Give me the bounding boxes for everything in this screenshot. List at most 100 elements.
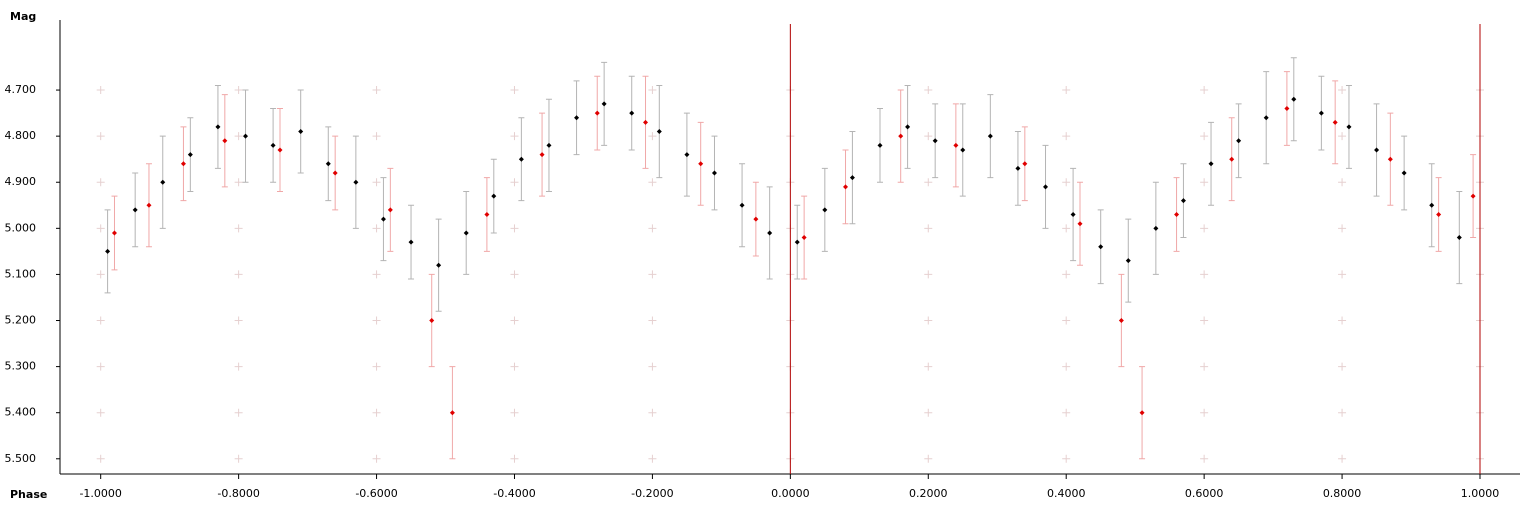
y-tick-label: 5.300 — [5, 360, 37, 373]
data-point — [1125, 258, 1131, 264]
data-point — [574, 115, 580, 121]
x-tick-label: -0.4000 — [493, 487, 535, 500]
grid-cross — [234, 224, 243, 233]
grid-cross — [96, 224, 105, 233]
data-point — [801, 235, 807, 241]
grid-cross — [96, 408, 105, 417]
y-tick-label: 5.100 — [5, 267, 37, 280]
data-point — [436, 262, 442, 268]
data-point — [1387, 156, 1393, 162]
grid-cross — [510, 178, 519, 187]
x-tick-label: 0.6000 — [1185, 487, 1224, 500]
grid-cross — [924, 86, 933, 95]
data-point — [325, 161, 331, 167]
data-point — [767, 230, 773, 236]
grid-cross — [1338, 224, 1347, 233]
grid-cross — [1062, 178, 1071, 187]
grid-cross — [96, 86, 105, 95]
grid-cross — [96, 454, 105, 463]
data-point — [429, 318, 435, 324]
grid-cross — [372, 86, 381, 95]
grid-cross — [648, 178, 657, 187]
grid-cross — [1338, 454, 1347, 463]
grid-cross — [510, 408, 519, 417]
data-point — [1332, 119, 1338, 125]
grid-cross — [1338, 86, 1347, 95]
grid-cross — [234, 408, 243, 417]
data-point — [353, 179, 359, 185]
grid-cross — [648, 270, 657, 279]
grid-cross — [648, 86, 657, 95]
data-point — [843, 184, 849, 190]
data-point — [546, 142, 552, 148]
grid-cross — [1338, 270, 1347, 279]
grid-cross — [1200, 178, 1209, 187]
grid-cross — [1338, 316, 1347, 325]
data-point — [332, 170, 338, 176]
data-point — [449, 410, 455, 416]
data-point — [1153, 225, 1159, 231]
y-tick-label: 5.000 — [5, 221, 37, 234]
data-point — [187, 152, 193, 158]
grid-cross — [924, 316, 933, 325]
data-point — [539, 152, 545, 158]
data-point — [1429, 202, 1435, 208]
y-tick-label: 5.500 — [5, 452, 37, 465]
data-point — [298, 129, 304, 135]
data-point — [1022, 161, 1028, 167]
grid-cross — [372, 270, 381, 279]
grid-cross — [372, 316, 381, 325]
grid-cross — [234, 178, 243, 187]
data-point — [1180, 198, 1186, 204]
x-tick-label: 1.0000 — [1461, 487, 1500, 500]
data-point — [1043, 184, 1049, 190]
data-point — [601, 101, 607, 107]
grid-cross — [1200, 86, 1209, 95]
grid-cross — [648, 316, 657, 325]
grid-cross — [924, 454, 933, 463]
data-point — [656, 129, 662, 135]
data-point — [1077, 221, 1083, 227]
data-point — [180, 161, 186, 167]
data-point — [1139, 410, 1145, 416]
data-point — [1098, 244, 1104, 250]
data-point — [849, 175, 855, 181]
data-point — [132, 207, 138, 213]
grid-cross — [1062, 132, 1071, 141]
data-point — [711, 170, 717, 176]
data-point — [1070, 212, 1076, 218]
grid-cross — [648, 224, 657, 233]
data-point — [1236, 138, 1242, 144]
grid-cross — [234, 316, 243, 325]
data-point — [932, 138, 938, 144]
x-tick-label: 0.2000 — [909, 487, 948, 500]
data-point — [270, 142, 276, 148]
data-point — [1291, 96, 1297, 102]
grid-cross — [372, 408, 381, 417]
data-point — [698, 161, 704, 167]
x-tick-label: -1.0000 — [79, 487, 121, 500]
data-point — [1229, 156, 1235, 162]
grid-cross — [924, 408, 933, 417]
data-point — [380, 216, 386, 222]
grid-cross — [96, 178, 105, 187]
data-point — [111, 230, 117, 236]
y-tick-label: 5.200 — [5, 314, 37, 327]
grid-cross — [372, 178, 381, 187]
x-tick-label: 0.4000 — [1047, 487, 1086, 500]
grid-cross — [924, 270, 933, 279]
data-point — [1470, 193, 1476, 199]
grid-cross — [234, 270, 243, 279]
data-point — [491, 193, 497, 199]
data-point — [518, 156, 524, 162]
grid-cross — [510, 224, 519, 233]
data-point — [1346, 124, 1352, 130]
data-point — [1284, 105, 1290, 111]
grid-cross — [1338, 178, 1347, 187]
grid-cross — [510, 132, 519, 141]
data-point — [215, 124, 221, 130]
data-point — [1208, 161, 1214, 167]
data-point — [794, 239, 800, 245]
grid-cross — [372, 132, 381, 141]
